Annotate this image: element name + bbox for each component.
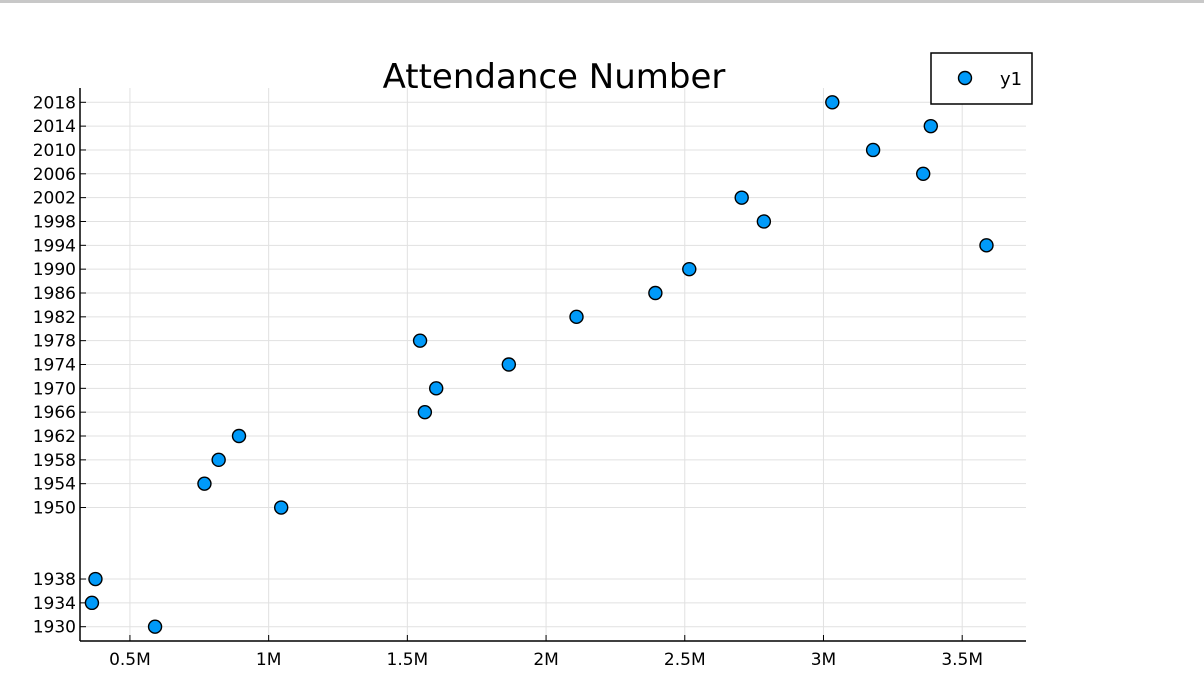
x-tick-label: 1.5M xyxy=(387,650,429,670)
data-point xyxy=(414,334,427,347)
x-tick-label: 1M xyxy=(256,650,281,670)
y-tick-label: 1998 xyxy=(33,212,76,232)
x-tick-label: 0.5M xyxy=(109,650,151,670)
data-point xyxy=(275,501,288,514)
data-point xyxy=(570,310,583,323)
x-tick-label: 3.5M xyxy=(941,650,983,670)
y-tick-label: 1986 xyxy=(33,284,76,304)
data-point xyxy=(212,453,225,466)
data-point xyxy=(757,215,770,228)
y-tick-label: 1938 xyxy=(33,570,76,590)
data-point xyxy=(649,286,662,299)
data-point xyxy=(683,263,696,276)
data-point xyxy=(89,573,102,586)
data-point xyxy=(867,143,880,156)
data-point xyxy=(924,120,937,133)
y-tick-label: 2010 xyxy=(33,141,76,161)
y-tick-label: 1950 xyxy=(33,499,76,519)
y-tick-label: 2006 xyxy=(33,165,76,185)
y-tick-label: 1966 xyxy=(33,403,76,423)
y-tick-label: 1954 xyxy=(33,475,76,495)
data-point xyxy=(198,477,211,490)
y-tick-label: 1934 xyxy=(33,594,76,614)
y-tick-label: 2018 xyxy=(33,93,76,113)
y-tick-label: 2002 xyxy=(33,189,76,209)
y-tick-label: 1970 xyxy=(33,379,76,399)
y-tick-label: 1958 xyxy=(33,451,76,471)
grid-lines xyxy=(80,88,1026,641)
legend: y1 xyxy=(931,53,1032,104)
data-point xyxy=(85,596,98,609)
y-tick-label: 1974 xyxy=(33,356,76,376)
y-tick-label: 1982 xyxy=(33,308,76,328)
y-tick-label: 1962 xyxy=(33,427,76,447)
y-axis-ticks: 1930 1934 1938 1950 1954 1958 1962 1966 1970 1974… xyxy=(33,93,86,637)
y-tick-label: 1930 xyxy=(33,618,76,638)
y-tick-label: 1978 xyxy=(33,332,76,352)
x-tick-label: 3M xyxy=(811,650,836,670)
data-point xyxy=(735,191,748,204)
x-tick-label: 2M xyxy=(533,650,558,670)
y-tick-label: 2014 xyxy=(33,117,76,137)
legend-label: y1 xyxy=(1000,69,1022,90)
data-point xyxy=(430,382,443,395)
data-point xyxy=(149,620,162,633)
y-tick-label: 1990 xyxy=(33,260,76,280)
chart-title: Attendance Number xyxy=(383,57,726,97)
data-point xyxy=(980,239,993,252)
data-point xyxy=(826,96,839,109)
data-point xyxy=(502,358,515,371)
legend-marker xyxy=(959,72,972,85)
data-point xyxy=(233,430,246,443)
data-point xyxy=(418,406,431,419)
x-tick-label: 2.5M xyxy=(664,650,706,670)
data-point xyxy=(917,167,930,180)
y-tick-label: 1994 xyxy=(33,236,76,256)
